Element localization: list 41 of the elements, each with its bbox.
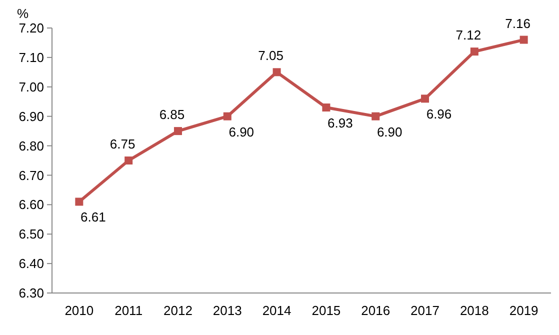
y-tick-label: 6.60: [18, 197, 44, 212]
x-tick-label: 2016: [361, 303, 390, 318]
data-label: 6.90: [376, 124, 402, 140]
point: [272, 68, 281, 76]
x-tick-label: 2014: [262, 303, 292, 318]
x-tick-label: 2012: [164, 303, 192, 318]
point: [372, 112, 380, 120]
data-label: 6.75: [110, 136, 136, 152]
x-tick-label: 2011: [114, 303, 143, 318]
x-tick-label: 2013: [212, 303, 242, 318]
point: [421, 94, 430, 103]
point: [124, 156, 133, 164]
y-tick-label: 7.00: [18, 79, 44, 94]
x-tick-label: 2017: [410, 303, 440, 318]
data-label: 6.85: [159, 107, 185, 122]
x-tick-label: 2010: [64, 303, 94, 318]
x-tick-label: 2019: [509, 303, 538, 318]
x-tick-label: 2015: [312, 303, 341, 318]
point: [223, 112, 232, 120]
point: [470, 48, 478, 56]
point: [174, 127, 182, 136]
y-tick-label: 7.20: [18, 20, 44, 36]
data-label: 6.90: [228, 124, 254, 140]
data-label: 7.12: [456, 28, 482, 43]
y-tick-label: 6.70: [18, 168, 44, 183]
y-tick-label: 6.50: [18, 226, 44, 242]
y-axis-title: %: [17, 6, 29, 21]
y-tick-label: 6.90: [18, 108, 44, 124]
data-label: 7.05: [258, 48, 284, 64]
data-label: 6.61: [80, 210, 106, 225]
point: [520, 36, 528, 44]
data-label: 6.93: [328, 116, 353, 130]
y-tick-label: 6.80: [18, 138, 44, 154]
y-tick-label: 6.40: [18, 256, 44, 272]
x-tick-label: 2018: [460, 303, 489, 318]
data-label: 7.16: [505, 16, 530, 31]
y-tick-label: 6.30: [18, 286, 44, 301]
y-tick-label: 7.10: [18, 50, 44, 65]
point: [75, 198, 84, 206]
point: [322, 104, 330, 112]
data-label: 6.96: [426, 106, 452, 122]
